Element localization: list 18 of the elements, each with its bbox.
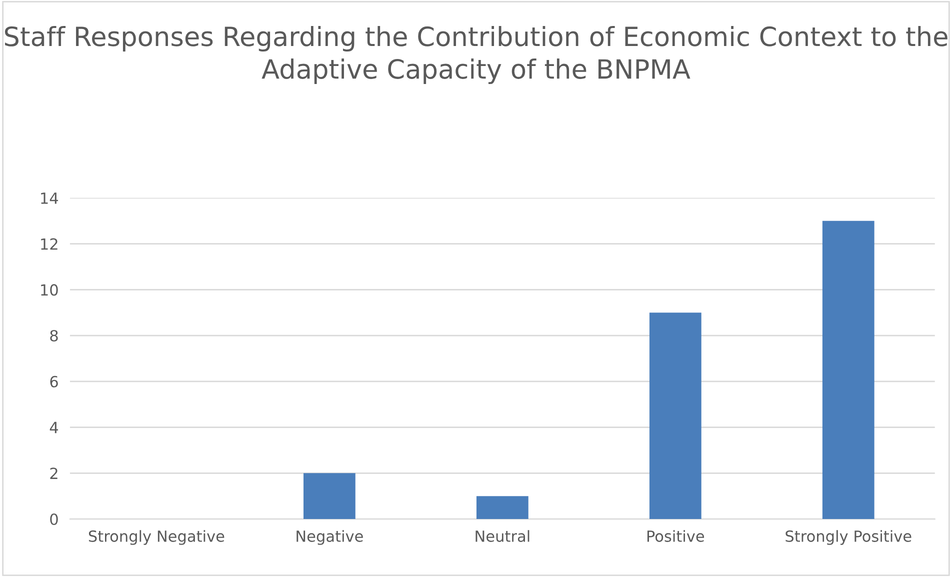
y-tick-label: 4 bbox=[50, 422, 58, 434]
y-tick-label: 14 bbox=[41, 192, 58, 204]
y-tick-label: 6 bbox=[50, 376, 58, 388]
bar bbox=[476, 496, 528, 520]
y-tick-label: 12 bbox=[41, 238, 58, 250]
x-tick-label: Strongly Positive bbox=[786, 530, 912, 545]
x-tick-label: Neutral bbox=[476, 530, 530, 542]
bar bbox=[822, 220, 874, 520]
y-tick-label: 8 bbox=[50, 330, 58, 342]
x-tick-label: Negative bbox=[296, 530, 363, 545]
x-tick-label: Strongly Negative bbox=[88, 530, 224, 545]
bar bbox=[649, 312, 702, 520]
y-tick-label: 2 bbox=[50, 468, 58, 479]
x-tick-label: Positive bbox=[647, 530, 704, 542]
bar bbox=[303, 473, 356, 520]
y-tick-label: 10 bbox=[41, 284, 58, 296]
chart-title: Staff Responses Regarding the Contribution of Economic Context to the Adaptive Capacity of the BNPMA bbox=[4, 26, 948, 84]
y-tick-label: 0 bbox=[50, 513, 58, 526]
